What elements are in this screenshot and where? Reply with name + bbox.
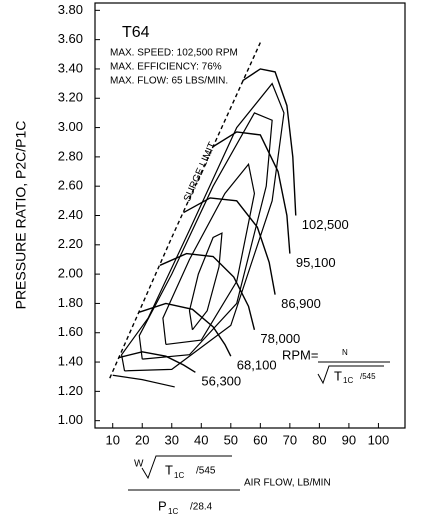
speed-line [242,68,297,216]
efficiency-contour [120,82,285,372]
note: MAX. SPEED: 102,500 RPM [110,48,238,59]
efficiency-contour [138,112,273,360]
x-label-t-div: /545 [196,466,216,477]
note: MAX. EFFICIENCY: 76% [110,62,222,73]
sqrt-sign [141,455,232,480]
speed-line [159,252,256,330]
speed-line [118,351,196,373]
rpm-n: N [342,348,348,357]
y-tick-label: 2.80 [58,148,83,163]
speed-label: 102,500 [302,217,349,232]
x-label-w: W [134,459,144,470]
x-label-t: T [165,462,173,477]
y-tick-label: 3.40 [58,60,83,75]
efficiency-contour [162,162,256,346]
y-tick-label: 1.60 [58,324,83,339]
speed-label: 95,100 [296,255,336,270]
speed-line [183,197,276,295]
speed-line [139,302,232,357]
y-tick-label: 1.80 [58,295,83,310]
speed-label: 68,100 [237,358,277,373]
x-tick-label: 80 [312,432,326,447]
rpm-lhs: RPM= [282,347,318,362]
y-tick-label: 2.00 [58,266,83,281]
speed-label: 56,300 [201,374,241,389]
x-tick-label: 40 [194,432,208,447]
rpm-t-div: /545 [360,372,376,381]
x-tick-label: 70 [283,432,297,447]
efficiency-contour [188,232,223,331]
x-label-p: P [158,498,167,513]
y-tick-label: 2.20 [58,236,83,251]
x-label-text: AIR FLOW, LB/MIN [244,478,331,489]
x-label-p-div: /28.4 [190,502,213,513]
x-tick-label: 20 [135,432,149,447]
rpm-t: T [334,368,342,383]
y-tick-label: 3.00 [58,119,83,134]
y-tick-label: 1.40 [58,353,83,368]
x-tick-label: 100 [368,432,390,447]
x-tick-label: 60 [253,432,267,447]
speed-label: 86,900 [281,296,321,311]
efficiency-contour [112,374,175,388]
surge-line [109,42,261,379]
x-tick-label: 90 [342,432,356,447]
rpm-t-sub: 1C [343,376,353,385]
y-tick-label: 3.60 [58,31,83,46]
x-label-p-sub: 1C [168,507,178,516]
y-tick-label: 2.40 [58,207,83,222]
sqrt-sign [317,365,384,385]
y-axis-label: PRESSURE RATIO, P2C/P1C [13,121,29,310]
surge-label: SURGE LIMIT [182,141,218,204]
y-tick-label: 1.00 [58,412,83,427]
x-tick-label: 30 [165,432,179,447]
note: MAX. FLOW: 65 LBS/MIN. [110,76,228,87]
y-tick-label: 3.80 [58,2,83,17]
speed-line [212,131,291,254]
y-tick-label: 1.20 [58,383,83,398]
y-tick-label: 3.20 [58,90,83,105]
y-tick-label: 2.60 [58,178,83,193]
speed-label: 78,000 [260,331,300,346]
x-tick-label: 50 [224,432,238,447]
chart-title: T64 [122,24,150,41]
x-tick-label: 10 [105,432,119,447]
x-label-t-sub: 1C [174,471,184,480]
